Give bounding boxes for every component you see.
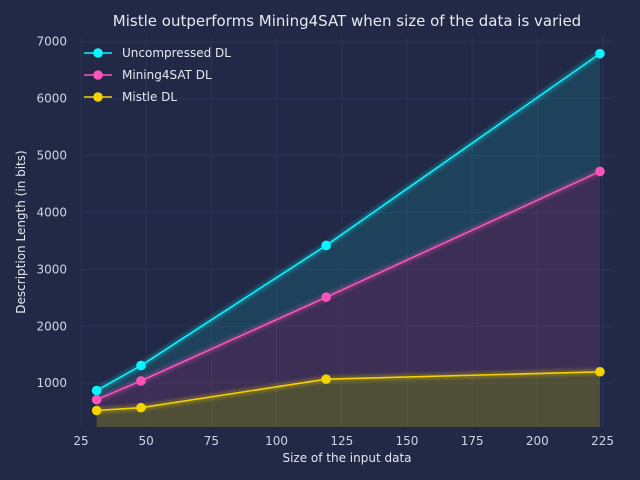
x-tick-label: 50 [139, 434, 154, 448]
x-tick-label: 175 [461, 434, 484, 448]
data-point [136, 376, 146, 386]
x-tick-label: 75 [204, 434, 219, 448]
y-tick-label: 2000 [36, 319, 67, 333]
x-tick-label: 225 [591, 434, 614, 448]
y-axis-label: Description Length (in bits) [14, 150, 28, 313]
x-tick-label: 200 [526, 434, 549, 448]
legend-marker-1 [93, 48, 103, 58]
series-lines [91, 48, 605, 416]
y-tick-label: 6000 [36, 92, 67, 106]
data-point [595, 166, 605, 177]
legend-label-2: Mining4SAT DL [122, 68, 212, 82]
x-axis-label: Size of the input data [282, 451, 411, 465]
series-line-1 [96, 52, 601, 392]
x-tick-label: 25 [73, 434, 88, 448]
legend-marker-3 [93, 92, 103, 102]
x-tick-label: 100 [265, 434, 288, 448]
series-line-3 [96, 370, 600, 412]
data-point [91, 385, 102, 396]
data-point [595, 366, 605, 377]
data-point [321, 240, 331, 251]
y-tick-label: 7000 [36, 35, 67, 49]
legend-label-3: Mistle DL [122, 90, 177, 104]
data-point [136, 402, 146, 413]
chart-title: Mistle outperforms Mining4SAT when size … [113, 12, 581, 30]
data-point [91, 394, 102, 405]
area-fill-2 [96, 171, 600, 411]
data-point [595, 48, 605, 59]
data-point [91, 405, 102, 416]
legend-marker-2 [93, 70, 103, 80]
area-fill-3 [96, 371, 600, 427]
x-tick-label: 150 [396, 434, 419, 448]
x-tick-label: 125 [330, 434, 353, 448]
legend-label-1: Uncompressed DL [122, 46, 231, 60]
series-line-2 [96, 170, 601, 401]
data-point [136, 360, 146, 371]
data-point [321, 292, 331, 303]
x-tick-labels: 25 50 75 100 125 150 175 200 225 [73, 434, 614, 448]
y-tick-labels: 1000 2000 3000 4000 5000 6000 7000 [36, 35, 67, 390]
grid [80, 36, 613, 427]
y-tick-label: 5000 [36, 149, 67, 163]
y-tick-label: 1000 [36, 376, 67, 390]
legend: Uncompressed DL Mining4SAT DL Mistle DL [84, 46, 231, 104]
data-point [321, 374, 331, 384]
y-tick-label: 3000 [36, 262, 67, 276]
y-tick-label: 4000 [36, 205, 67, 219]
